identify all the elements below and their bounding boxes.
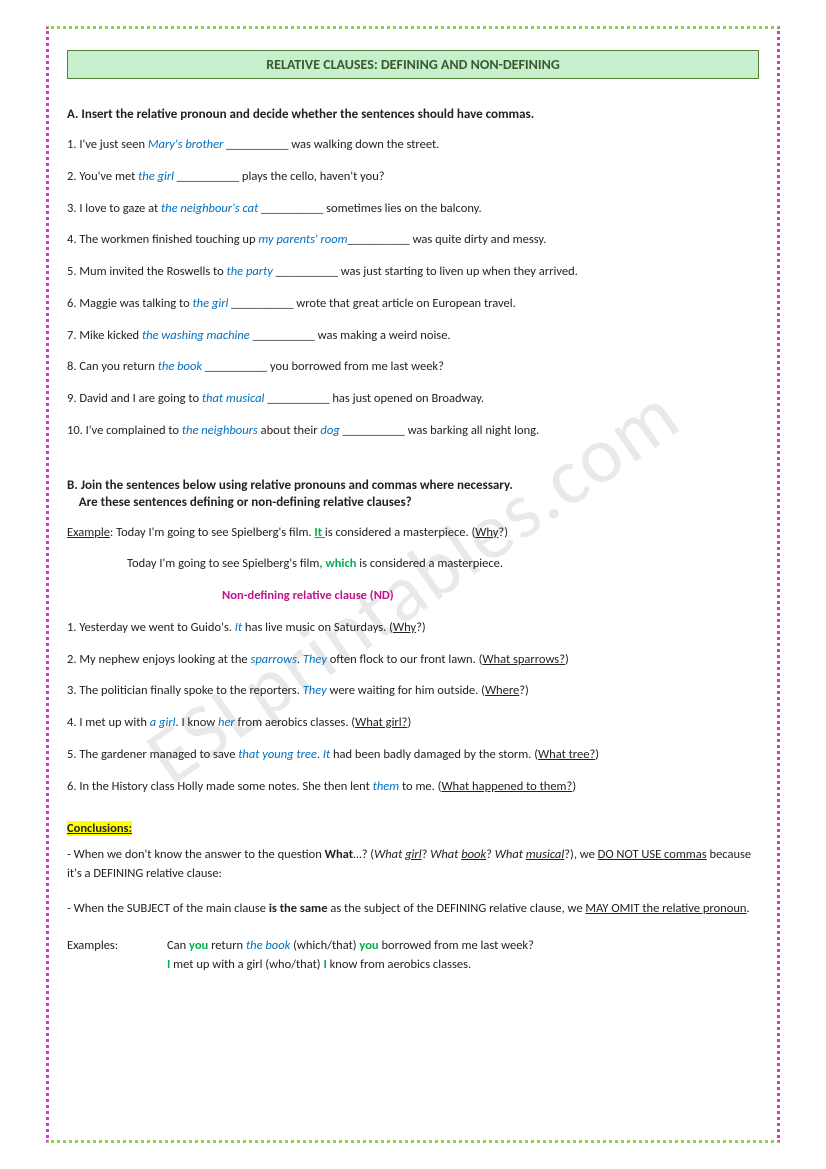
list-item: 6. In the History class Holly made some … bbox=[67, 778, 759, 797]
example-line-3: Non-defining relative clause (ND) bbox=[67, 587, 759, 606]
example-label: Example bbox=[67, 525, 110, 540]
list-item: 3. The politician finally spoke to the r… bbox=[67, 682, 759, 701]
section-a-list: 1. I've just seen Mary's brother _______… bbox=[67, 136, 759, 441]
page-title: RELATIVE CLAUSES: DEFINING AND NON-DEFIN… bbox=[67, 50, 759, 79]
section-b-list: 1. Yesterday we went to Guido's. It has … bbox=[67, 619, 759, 797]
section-b-head-1: B. Join the sentences below using relati… bbox=[67, 478, 759, 493]
list-item: 8. Can you return the book __________ yo… bbox=[67, 358, 759, 377]
list-item: 4. The workmen finished touching up my p… bbox=[67, 231, 759, 250]
list-item: 10. I've complained to the neighbours ab… bbox=[67, 422, 759, 441]
example-row-1: Examples:Can you return the book (which/… bbox=[67, 937, 759, 956]
example-line-2: Today I'm going to see Spielberg's film,… bbox=[67, 555, 759, 574]
list-item: 2. You've met the girl __________ plays … bbox=[67, 168, 759, 187]
list-item: 3. I love to gaze at the neighbour's cat… bbox=[67, 200, 759, 219]
list-item: 1. I've just seen Mary's brother _______… bbox=[67, 136, 759, 155]
list-item: 1. Yesterday we went to Guido's. It has … bbox=[67, 619, 759, 638]
list-item: 9. David and I are going to that musical… bbox=[67, 390, 759, 409]
conclusion-2: - When the SUBJECT of the main clause is… bbox=[67, 899, 759, 918]
worksheet-page: ESLprintables.com RELATIVE CLAUSES: DEFI… bbox=[0, 0, 826, 1169]
conclusions-label: Conclusions: bbox=[67, 819, 759, 838]
example-line-1: Example: Today I'm going to see Spielber… bbox=[67, 524, 759, 543]
conclusion-1: - When we don't know the answer to the q… bbox=[67, 845, 759, 884]
list-item: 2. My nephew enjoys looking at the sparr… bbox=[67, 651, 759, 670]
example-row-2: I met up with a girl (who/that) I know f… bbox=[67, 956, 759, 975]
section-a-head: A. Insert the relative pronoun and decid… bbox=[67, 107, 759, 122]
list-item: 4. I met up with a girl. I know her from… bbox=[67, 714, 759, 733]
list-item: 5. Mum invited the Roswells to the party… bbox=[67, 263, 759, 282]
list-item: 5. The gardener managed to save that you… bbox=[67, 746, 759, 765]
list-item: 6. Maggie was talking to the girl ______… bbox=[67, 295, 759, 314]
section-b-head-2: Are these sentences defining or non-defi… bbox=[67, 495, 759, 510]
list-item: 7. Mike kicked the washing machine _____… bbox=[67, 327, 759, 346]
